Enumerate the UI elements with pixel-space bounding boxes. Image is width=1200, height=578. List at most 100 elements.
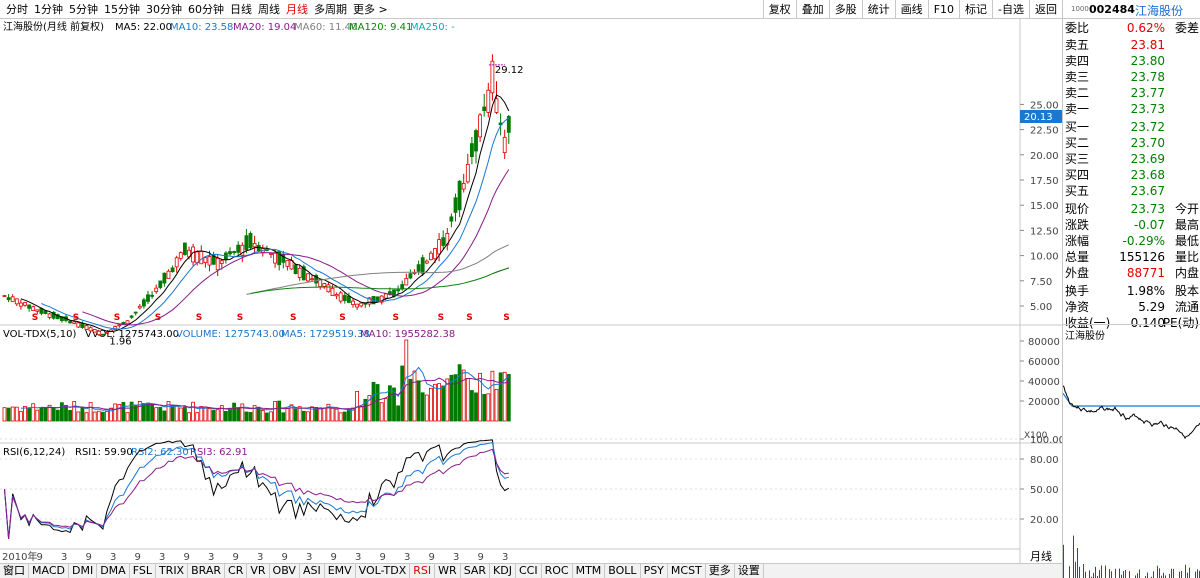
period-tab[interactable]: 多周期 [314,3,347,16]
volume-bar [490,370,495,422]
volume-bar [441,385,446,422]
tool-button[interactable]: 标记 [959,0,992,19]
indicator-tab[interactable]: CCI [516,564,542,578]
candle-body [232,251,237,254]
indicator-tab[interactable]: 设置 [735,564,764,578]
tool-button[interactable]: 统计 [861,0,895,19]
indicator-tab[interactable]: OBV [270,564,300,578]
volume-bar [43,407,48,422]
tool-button[interactable]: 复权 [762,0,796,19]
ask-row: 卖三 23.78 [1065,70,1165,84]
indicator-tab[interactable]: 更多 [706,564,735,578]
candle-body [420,257,425,274]
volume-bar [318,407,323,422]
indicator-tab[interactable]: MTM [573,564,606,578]
volume-bar [76,411,81,422]
volume-bar [207,408,212,422]
indicator-tab[interactable]: BOLL [605,564,641,578]
indicator-tab[interactable]: ROC [542,564,573,578]
price-tick-label: 10.00 [1030,252,1059,263]
volume-bar [326,403,331,422]
volume-bar [129,401,134,422]
mini-volume-bar [1099,570,1100,578]
time-tick-label: 3 [61,552,67,563]
candle-body [96,330,101,336]
volume-bar [211,410,216,422]
indicator-tab[interactable]: PSY [641,564,668,578]
volume-bar [453,374,458,422]
candle-body [433,248,437,260]
kline-chart[interactable]: 江海股份(月线 前复权) MA5: 22.00 MA10: 23.58 MA20… [0,19,1065,563]
indicator-tab[interactable]: CR [225,564,248,578]
stat-row: 外盘 88771 内盘 [1065,266,1199,280]
rsi1-line [4,439,510,540]
indicator-tab[interactable]: KDJ [490,564,516,578]
period-tab[interactable]: 分时 [6,3,28,16]
volume-bar [478,372,483,422]
candle-body [355,303,360,308]
indicator-tab[interactable]: ASI [300,564,325,578]
tool-button[interactable]: 叠加 [795,0,829,19]
candle-body [240,244,245,256]
period-tab[interactable]: 30分钟 [146,3,182,16]
period-tab[interactable]: 周线 [258,3,280,16]
indicator-tab[interactable]: MACD [29,564,69,578]
period-tab[interactable]: 5分钟 [69,3,98,16]
tool-button[interactable]: 画线 [894,0,928,19]
volume-bar [310,406,314,422]
mini-volume-bar [1195,571,1196,578]
period-tab[interactable]: 日线 [230,3,252,16]
indicator-tab[interactable]: TRIX [156,564,189,578]
volume-bar [297,406,302,422]
vol-tick-label: 40000 [1028,377,1060,388]
tool-button[interactable]: 多股 [828,0,862,19]
mini-volume-bar [1111,571,1112,578]
volume-bar [170,404,175,422]
indicator-tab[interactable]: DMA [97,564,130,578]
time-tick-label: 3 [110,552,116,563]
period-tab[interactable]: 15分钟 [104,3,140,16]
period-tab[interactable]: 月线 [286,3,308,16]
candle-body [84,325,89,330]
mini-volume-bar [1105,565,1106,578]
mini-chart-panel[interactable]: 江海股份 [1062,324,1200,578]
indicator-tab[interactable]: FSL [130,564,156,578]
stock-name[interactable]: 江海股份 [1135,4,1184,18]
period-tab[interactable]: 60分钟 [188,3,224,16]
mini-volume-bar [1097,576,1098,578]
volume-bar [367,395,372,422]
candle-body [199,250,204,265]
indicator-tab[interactable]: VR [247,564,270,578]
indicator-tab[interactable]: RSI [410,564,436,578]
indicator-tab[interactable]: DMI [69,564,98,578]
quote-tiny: 1000 [1071,5,1089,13]
bid-row: 买四 23.68 [1065,168,1165,182]
candle-body [228,251,232,255]
volume-bar [232,402,237,422]
period-tab[interactable]: 1分钟 [34,3,63,16]
tool-button[interactable]: -自选 [992,0,1029,19]
candle-body [502,136,507,154]
volume-bar [47,404,52,422]
candle-body [474,130,478,152]
indicator-tab[interactable]: MCST [668,564,706,578]
period-tab[interactable]: 更多 > [353,3,388,16]
indicator-tab[interactable]: SAR [461,564,491,578]
volume-bar [191,401,196,422]
bid-row: 买三 23.69 [1065,152,1165,166]
volume-bar [117,403,122,422]
time-tick-label: 3 [257,552,263,563]
volume-bar [10,406,15,422]
indicator-tab[interactable]: WR [435,564,461,578]
candle-body [137,305,142,309]
tool-button[interactable]: F10 [927,0,959,19]
low-label: 1.96 [109,337,131,348]
indicator-tab[interactable]: VOL-TDX [356,564,411,578]
indicator-tab[interactable]: 窗口 [0,564,29,578]
indicator-tab[interactable]: BRAR [188,564,226,578]
tool-button[interactable]: 返回 [1029,0,1062,19]
chart-area[interactable]: 江海股份(月线 前复权) MA5: 22.00 MA10: 23.58 MA20… [0,19,1065,578]
indicator-tab[interactable]: EMV [325,564,356,578]
candle-body [14,298,19,305]
mini-volume-bar [1147,572,1148,578]
